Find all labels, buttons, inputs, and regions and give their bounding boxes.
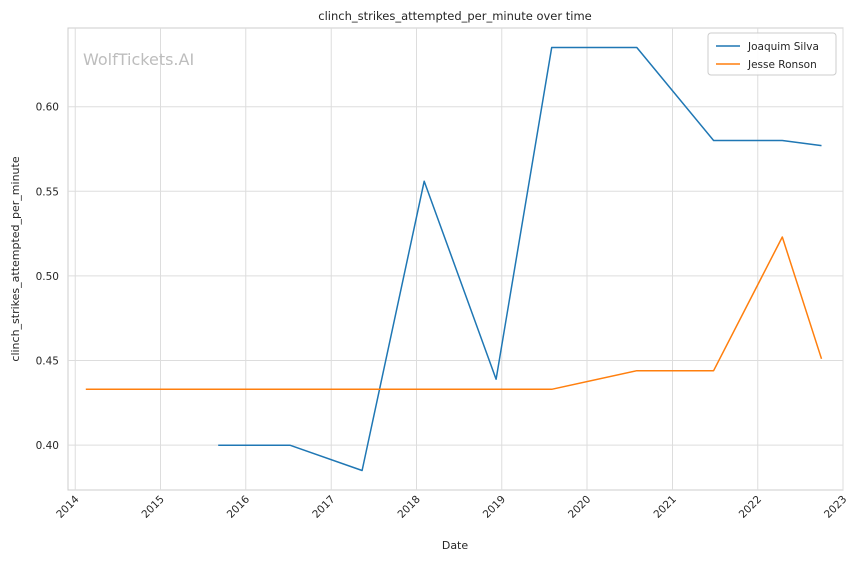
watermark: WolfTickets.AI — [83, 50, 194, 69]
x-tick-label: 2020 — [566, 493, 593, 520]
legend-label-joaquim-silva: Joaquim Silva — [747, 41, 819, 53]
x-tick-label: 2023 — [822, 493, 849, 520]
y-axis-label: clinch_strikes_attempted_per_minute — [9, 156, 22, 361]
grid-lines — [68, 28, 844, 490]
legend: Joaquim Silva Jesse Ronson — [707, 32, 837, 76]
y-tick-label: 0.50 — [36, 271, 59, 283]
x-axis-ticks: 2014 2015 2016 2017 2018 2019 2020 2021 2022 2023 — [54, 493, 849, 521]
series-line-joaquim-silva — [218, 46, 822, 472]
chart-title: clinch_strikes_attempted_per_minute over… — [318, 9, 591, 23]
x-tick-label: 2016 — [225, 493, 253, 521]
x-tick-label: 2022 — [737, 493, 764, 520]
x-axis-label: Date — [442, 539, 469, 552]
plot-area — [67, 27, 844, 491]
x-tick-label: 2015 — [139, 493, 166, 520]
x-tick-label: 2021 — [651, 493, 678, 520]
x-tick-label: 2017 — [310, 493, 337, 520]
y-tick-label: 0.60 — [36, 102, 59, 114]
y-tick-label: 0.55 — [36, 186, 59, 198]
y-axis-ticks: 0.40 0.45 0.50 0.55 0.60 — [36, 102, 59, 452]
x-tick-label: 2014 — [54, 493, 82, 521]
series-line-jesse-ronson — [85, 236, 823, 391]
y-tick-label: 0.40 — [36, 440, 59, 452]
y-tick-label: 0.45 — [36, 356, 59, 368]
x-tick-label: 2019 — [481, 493, 508, 520]
legend-label-jesse-ronson: Jesse Ronson — [747, 59, 817, 71]
series-lines — [85, 46, 823, 472]
x-tick-label: 2018 — [395, 493, 422, 520]
